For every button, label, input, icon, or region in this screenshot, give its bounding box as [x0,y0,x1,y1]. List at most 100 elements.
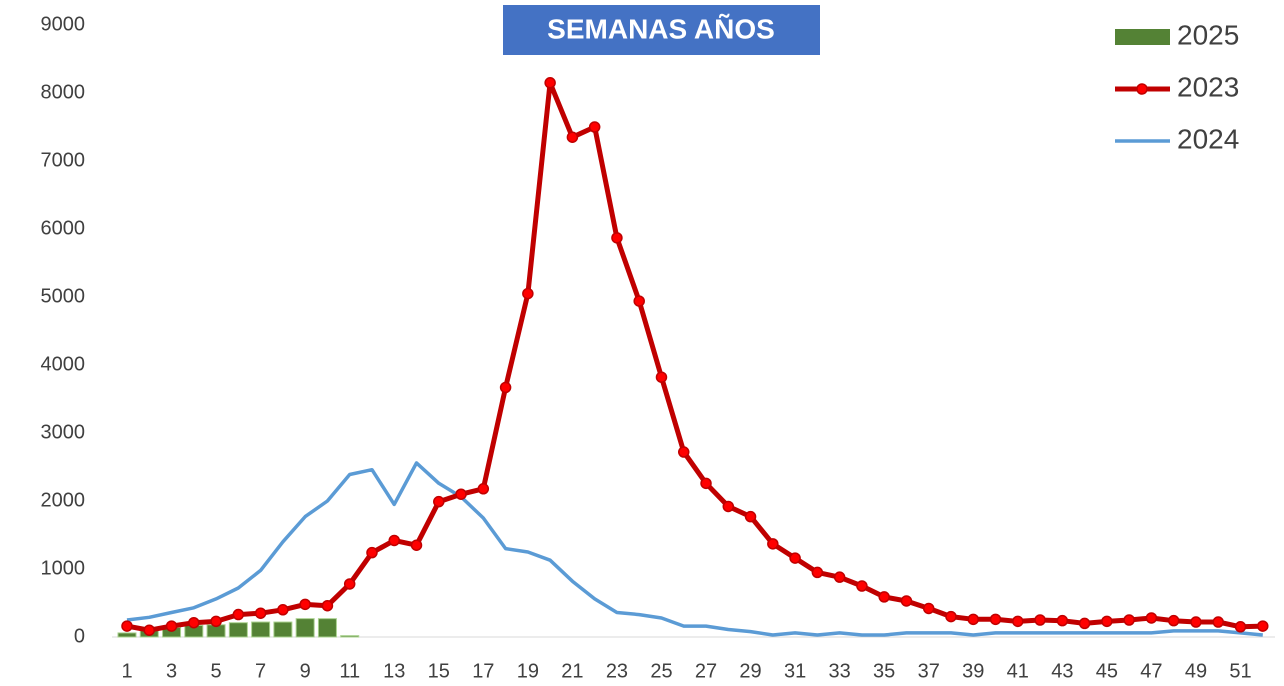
marker [232,608,245,621]
x-tick-label: 31 [784,660,806,682]
x-tick-label: 15 [428,660,450,682]
y-tick-label: 3000 [41,421,86,443]
legend-swatch [1115,29,1170,45]
x-tick-label: 51 [1229,660,1251,682]
marker [967,613,980,626]
y-tick-label: 2000 [41,489,86,511]
marker [1034,614,1046,626]
marker [321,599,334,612]
x-tick-label: 7 [255,660,266,682]
marker [811,566,824,579]
legend-label: 2024 [1177,123,1239,154]
marker [522,287,534,300]
marker [1190,616,1202,628]
x-tick-label: 33 [829,660,851,682]
marker [922,602,935,615]
marker [1257,620,1269,632]
marker [566,131,579,143]
marker [433,495,445,508]
bar [295,618,315,638]
x-tick-label: 3 [166,660,177,682]
x-tick-label: 21 [561,660,583,682]
x-tick-label: 35 [873,660,895,682]
marker [722,500,735,513]
line [126,461,1263,637]
marker [1078,617,1091,630]
marker [477,483,490,495]
legend-marker [1136,83,1148,95]
marker [188,616,200,629]
marker [611,232,623,244]
x-tick-label: 5 [211,660,222,682]
marker [989,613,1002,626]
marker [767,538,779,550]
y-tick-label: 8000 [41,81,86,103]
marker [945,610,957,623]
y-tick-label: 7000 [41,149,86,171]
x-tick-label: 9 [300,660,311,682]
x-tick-label: 47 [1140,660,1162,682]
marker [1012,615,1024,628]
marker [210,615,222,628]
marker [299,598,311,611]
marker [678,446,690,458]
y-tick-label: 0 [74,625,85,647]
y-tick-label: 4000 [41,353,86,375]
x-tick-label: 27 [695,660,717,682]
marker [1145,612,1158,624]
x-tick-label: 17 [472,660,494,682]
marker [343,578,356,590]
marker [878,591,890,603]
bar [117,632,137,638]
title-box [503,5,820,55]
x-tick-label: 37 [918,660,940,682]
marker [1056,614,1069,627]
x-tick-label: 25 [650,660,672,682]
marker [277,604,289,616]
marker [121,620,133,632]
marker [499,381,512,394]
y-tick-label: 9000 [41,13,86,35]
legend-label: 2023 [1177,71,1239,102]
bar [340,635,360,638]
x-tick-label: 1 [121,660,132,682]
marker [655,371,668,383]
bar [317,618,337,638]
legend-label: 2025 [1177,19,1239,50]
marker [366,546,378,559]
marker [1101,615,1113,628]
marker [388,534,400,547]
marker [700,477,712,490]
chart-title: SEMANAS AÑOS [547,13,775,44]
x-tick-label: 41 [1007,660,1029,682]
line [126,80,1263,633]
marker [1234,621,1247,633]
marker [410,539,423,551]
bar [251,621,271,638]
x-tick-label: 45 [1096,660,1118,682]
marker [165,620,178,632]
marker [544,77,556,89]
marker [633,295,645,307]
marker [588,121,601,133]
x-tick-label: 39 [962,660,984,682]
y-tick-label: 5000 [41,285,86,307]
y-tick-label: 6000 [41,217,86,239]
bar [273,621,293,638]
x-tick-label: 19 [517,660,539,682]
x-tick-label: 29 [739,660,761,682]
bar [228,622,248,638]
marker [744,510,757,523]
marker [143,624,156,636]
x-tick-label: 11 [339,660,360,682]
marker [833,571,846,583]
x-tick-label: 23 [606,660,628,682]
marker [856,580,868,592]
y-tick-label: 1000 [41,557,86,579]
x-tick-label: 13 [383,660,405,682]
x-tick-label: 43 [1051,660,1073,682]
marker [1212,616,1224,628]
marker [900,595,913,607]
x-tick-label: 49 [1185,660,1207,682]
